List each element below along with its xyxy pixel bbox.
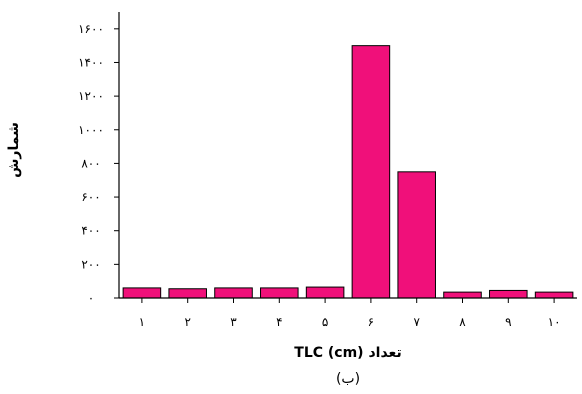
chart-caption: (ب) <box>336 371 360 387</box>
x-tick-label: ۳ <box>230 315 237 329</box>
bar-8 <box>443 291 482 299</box>
x-tick-label: ۱۰ <box>548 315 561 329</box>
x-tick-label: ۱ <box>139 315 145 329</box>
y-tick-label: ۱۶۰۰ <box>78 22 104 36</box>
x-tick-label: ۷ <box>413 315 420 329</box>
bar-6 <box>351 45 391 299</box>
x-tick-label: ۵ <box>322 315 328 329</box>
x-ticks-group: ۱ ۲ ۳ ۴ ۵ ۶ ۷ ۸ ۹ ۱۰ <box>139 298 561 329</box>
bar-10 <box>534 291 574 299</box>
bar-5 <box>305 286 345 299</box>
x-tick-label: ۲ <box>184 315 190 329</box>
y-tick-label: ۱۰۰۰ <box>78 123 104 137</box>
x-axis-label: تعداد TLC (cm) <box>294 345 401 361</box>
y-tick-label: ۶۰۰ <box>81 190 100 204</box>
x-tick-label: ۸ <box>459 315 466 329</box>
bar-7 <box>397 171 436 299</box>
y-tick-label: ۱۴۰۰ <box>78 55 104 69</box>
x-tick-label: ۶ <box>368 315 374 329</box>
bar-3 <box>214 287 253 299</box>
y-ticks-group: ۰ ۲۰۰ ۴۰۰ ۶۰۰ ۸۰۰ ۱۰۰۰ ۱۲۰۰ ۱۴۰۰ ۱۶۰۰ <box>78 22 119 305</box>
y-tick-label: ۸۰۰ <box>81 156 100 170</box>
y-tick-label: ۲۰۰ <box>81 257 100 271</box>
x-tick-label: ۴ <box>276 315 282 329</box>
x-tick-label: ۹ <box>505 315 511 329</box>
y-tick-label: ۴۰۰ <box>81 224 100 238</box>
bar-1 <box>122 287 162 299</box>
bar-9 <box>489 289 528 299</box>
y-tick-label: ۰ <box>88 291 94 305</box>
bar-4 <box>260 287 299 299</box>
bar-2 <box>168 288 207 299</box>
y-tick-label: ۱۲۰۰ <box>78 89 104 103</box>
bars-group <box>122 45 574 299</box>
y-axis-label: شمارش <box>6 122 22 178</box>
